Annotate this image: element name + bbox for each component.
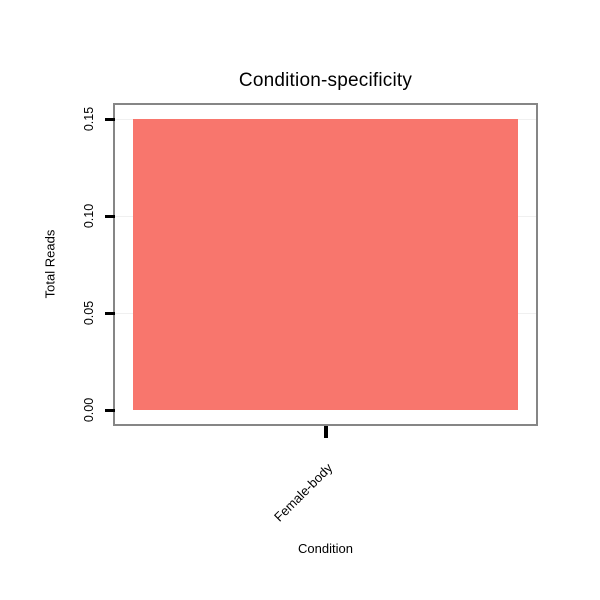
y-tick-label: 0.10 [82,203,96,229]
y-tick-label: 0.05 [82,300,96,326]
y-tick-label: 0.15 [82,106,96,132]
y-tick-mark [105,214,115,218]
bar-female-body [133,119,518,410]
plot-panel: 0.00 0.05 0.10 0.15 Female-body [82,103,538,524]
x-axis-label: Condition [298,541,353,556]
y-tick-mark [105,408,115,412]
y-tick-mark [105,311,115,315]
x-tick-mark [323,426,328,438]
y-axis-label: Total Reads [42,229,58,299]
x-tick-label: Female-body [270,460,335,525]
y-tick-label: 0.00 [82,397,96,423]
chart-title: Condition-specificity [238,70,413,91]
y-tick-mark [105,117,115,121]
